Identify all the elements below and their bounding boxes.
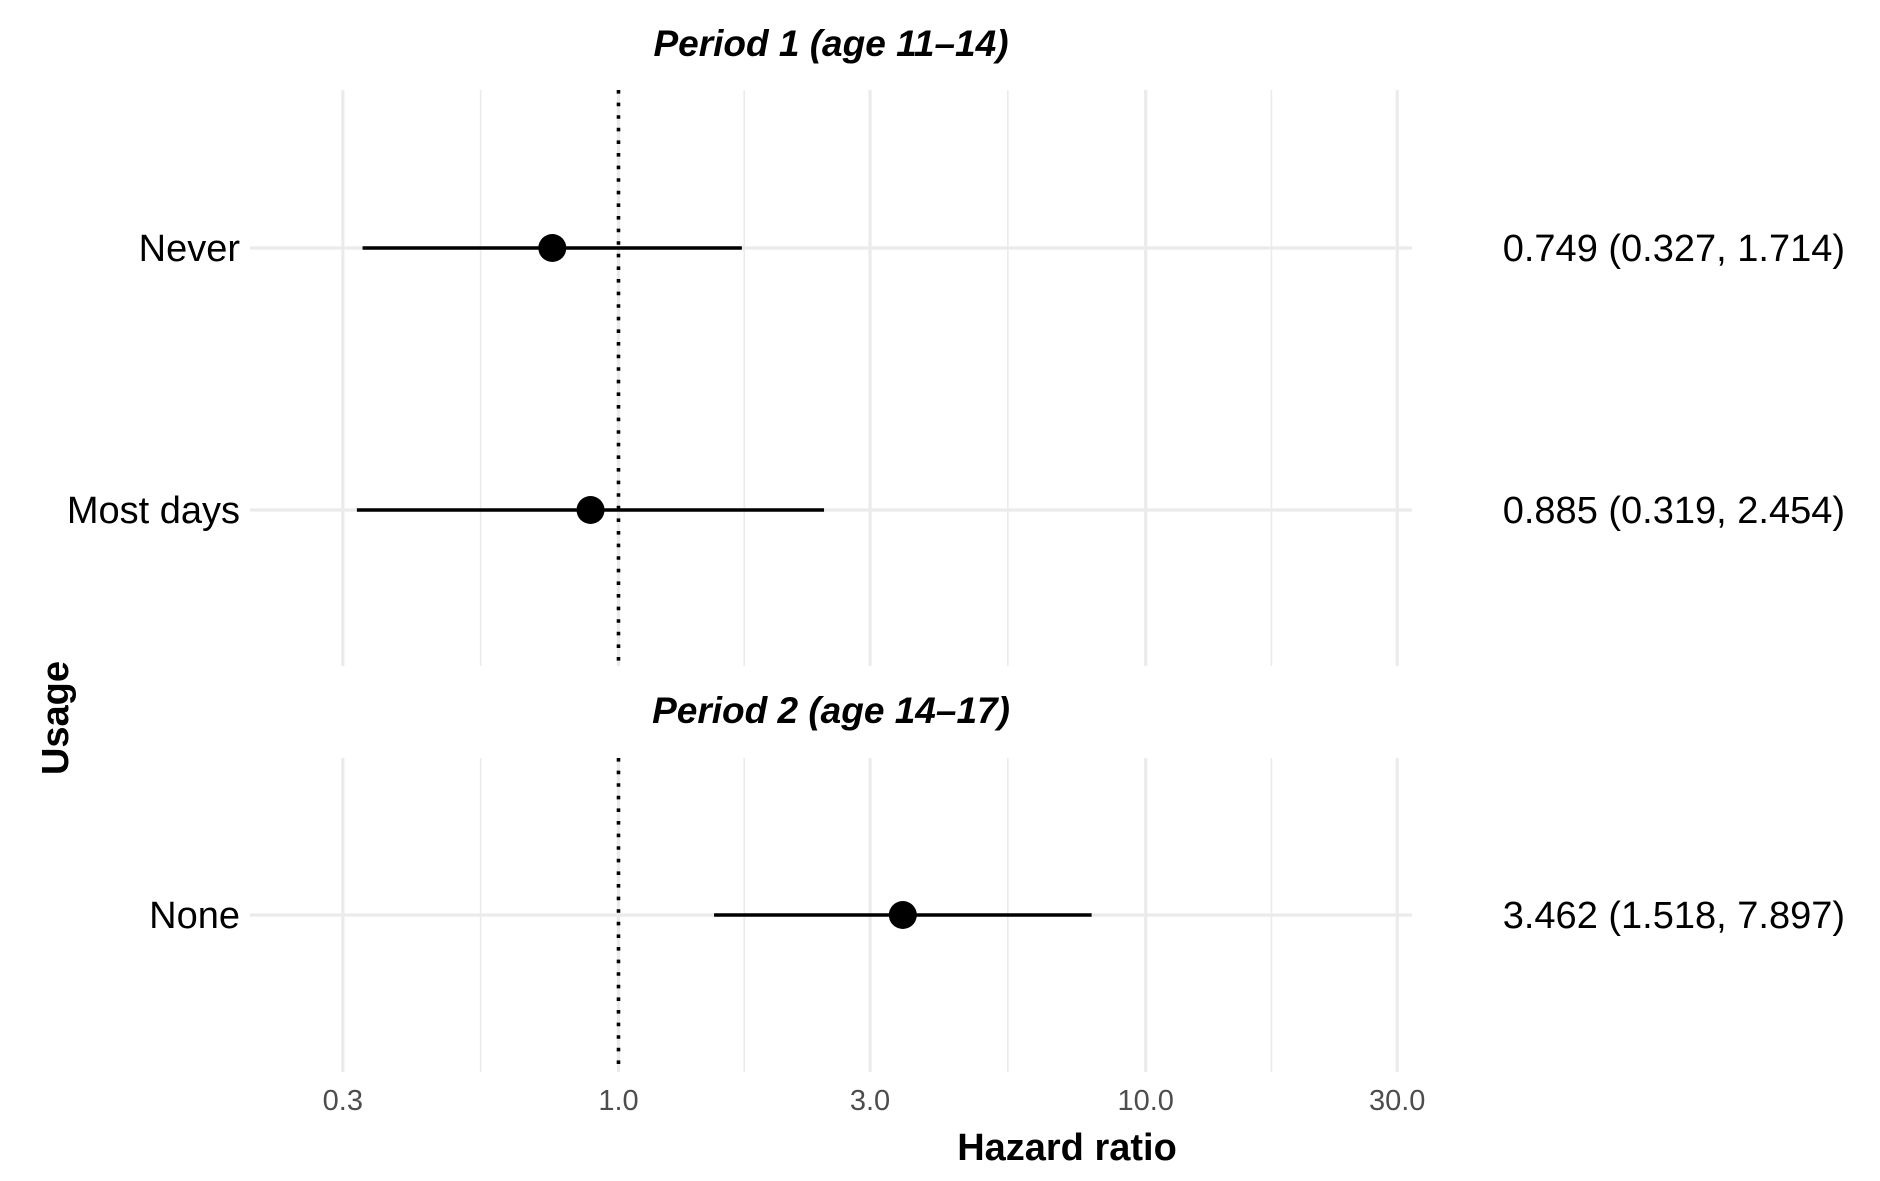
panel-1: Period 1 (age 11–14) Never 0.749 (0.327, 1… [67,23,1845,666]
x-tick-label: 0.3 [323,1085,363,1117]
x-tick-label: 10.0 [1117,1085,1173,1117]
panel-title: Period 1 (age 11–14) [653,23,1008,64]
x-tick-label: 30.0 [1369,1085,1425,1117]
estimate-annotation: 0.749 (0.327, 1.714) [1503,228,1845,270]
estimate-annotation: 3.462 (1.518, 7.897) [1503,895,1845,937]
x-tick-label: 3.0 [850,1085,890,1117]
point-estimate [576,496,605,524]
x-tick-label: 1.0 [598,1085,638,1117]
panels: Period 1 (age 11–14) Never 0.749 (0.327, 1… [67,23,1845,1072]
category-label: None [149,895,240,937]
point-estimate [888,901,917,929]
panel-title: Period 2 (age 14–17) [652,690,1010,731]
x-axis-ticks: 0.3 1.0 3.0 10.0 30.0 [323,1085,1426,1117]
panel-2: Period 2 (age 14–17) None 3.462 (1.518, 7.… [149,690,1845,1072]
estimate-annotation: 0.885 (0.319, 2.454) [1503,490,1845,532]
category-label: Never [139,228,241,270]
x-axis-title: Hazard ratio [957,1127,1177,1169]
category-label: Most days [67,490,240,532]
y-axis-title: Usage [35,661,77,775]
point-estimate [538,234,567,262]
